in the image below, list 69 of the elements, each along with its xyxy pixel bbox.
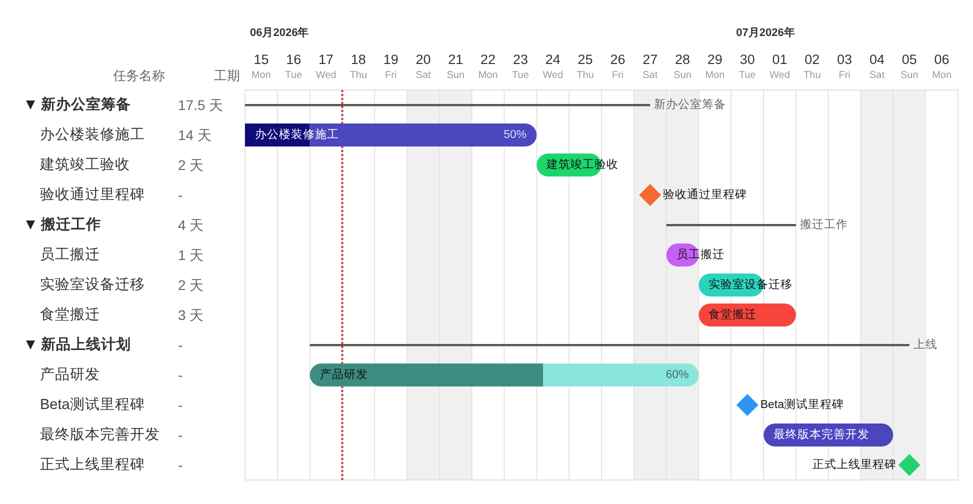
x-tick-label: 18 Thu (350, 52, 368, 81)
y-tick-label: Beta测试里程碑 (40, 396, 145, 413)
y-tick-label: 验收通过里程碑 (40, 186, 145, 203)
text: 17.5 天 (178, 97, 224, 113)
x-tick-label: 17 Wed (316, 52, 336, 81)
text: 3 天 (178, 307, 204, 323)
text: - (178, 397, 183, 413)
x-tick-label: 29 Mon (705, 52, 725, 81)
x-tick-label: 20 Sat (416, 52, 431, 81)
text: - (178, 427, 183, 443)
text: 2 天 (178, 157, 204, 173)
data-label: 验收通过里程碑 (663, 188, 748, 201)
x2-tick-label: 01 Wed (770, 52, 790, 81)
x2-tick-label: 02 Thu (804, 52, 821, 81)
text: 2 天 (178, 277, 204, 293)
x-axis-title: 06月2026年 (250, 26, 309, 39)
x-tick-label: 27 Sat (642, 52, 658, 81)
y-tick-label: 产品研发 (40, 366, 100, 383)
data-label: 食堂搬迁 (708, 307, 757, 321)
data-label: 正式上线里程碑 (812, 458, 896, 471)
text: 1 天 (178, 247, 204, 263)
text: 工期 (214, 68, 240, 83)
text: - (178, 337, 183, 353)
y-tick-label: 正式上线里程碑 (40, 456, 145, 473)
x2-tick-label: 06 Mon (932, 52, 952, 81)
bar (245, 104, 650, 106)
y-tick-label: 新办公室筹备 (40, 95, 131, 113)
x-tick-label: 22 Mon (478, 52, 498, 81)
y-tick-label: 员工搬迁 (40, 246, 100, 263)
x-tick-label: 25 Thu (576, 52, 594, 81)
annotation: 60% (666, 369, 689, 381)
x-tick-label: 21 Sun (446, 52, 465, 81)
x2-tick-label: 05 Sun (900, 52, 918, 81)
x-tick-label: 16 Tue (285, 52, 302, 81)
y-axis-title: 任务名称 (112, 68, 165, 83)
x-tick-label: 15 Mon (251, 52, 271, 81)
text: 4 天 (178, 217, 204, 233)
y-tick-label: 食堂搬迁 (40, 306, 100, 323)
bar (310, 344, 910, 346)
y-tick-label: 实验室设备迁移 (40, 276, 145, 293)
bar (666, 224, 796, 226)
y-tick-label: 办公楼装修施工 (40, 126, 145, 143)
x-tick-label: 23 Tue (512, 52, 530, 81)
x-tick-label: 24 Wed (542, 52, 564, 81)
data-label: 最终版本完善开发 (774, 427, 870, 441)
y-tick-label: 最终版本完善开发 (40, 426, 160, 443)
x-tick-label: 30 Tue (738, 52, 756, 81)
y-tick-label: 建筑竣工验收 (39, 156, 130, 173)
text: - (178, 187, 183, 203)
data-label: 产品研发 (320, 367, 368, 381)
y-tick-label: 新品上线计划 (40, 335, 131, 353)
data-label: 搬迁工作 (800, 217, 848, 231)
y-tick-label: 搬迁工作 (40, 215, 101, 233)
text: - (178, 367, 183, 383)
bar (310, 364, 544, 386)
data-label: 新办公室筹备 (654, 97, 726, 111)
annotation: 50% (504, 129, 527, 141)
x2-tick-label: 04 Sat (869, 52, 885, 81)
data-label: Beta测试里程碑 (760, 398, 844, 411)
x2-axis-title: 07月2026年 (736, 26, 795, 39)
text: - (178, 457, 183, 473)
text: 14 天 (178, 127, 212, 143)
x-tick-label: 28 Sun (674, 52, 692, 81)
x2-tick-label: 03 Fri (837, 52, 852, 81)
x-tick-label: 26 Fri (610, 52, 626, 81)
x-tick-label: 19 Fri (383, 52, 398, 81)
data-label: 上线 (913, 338, 938, 351)
bar (543, 364, 699, 386)
data-label: 办公楼装修施工 (255, 128, 339, 141)
